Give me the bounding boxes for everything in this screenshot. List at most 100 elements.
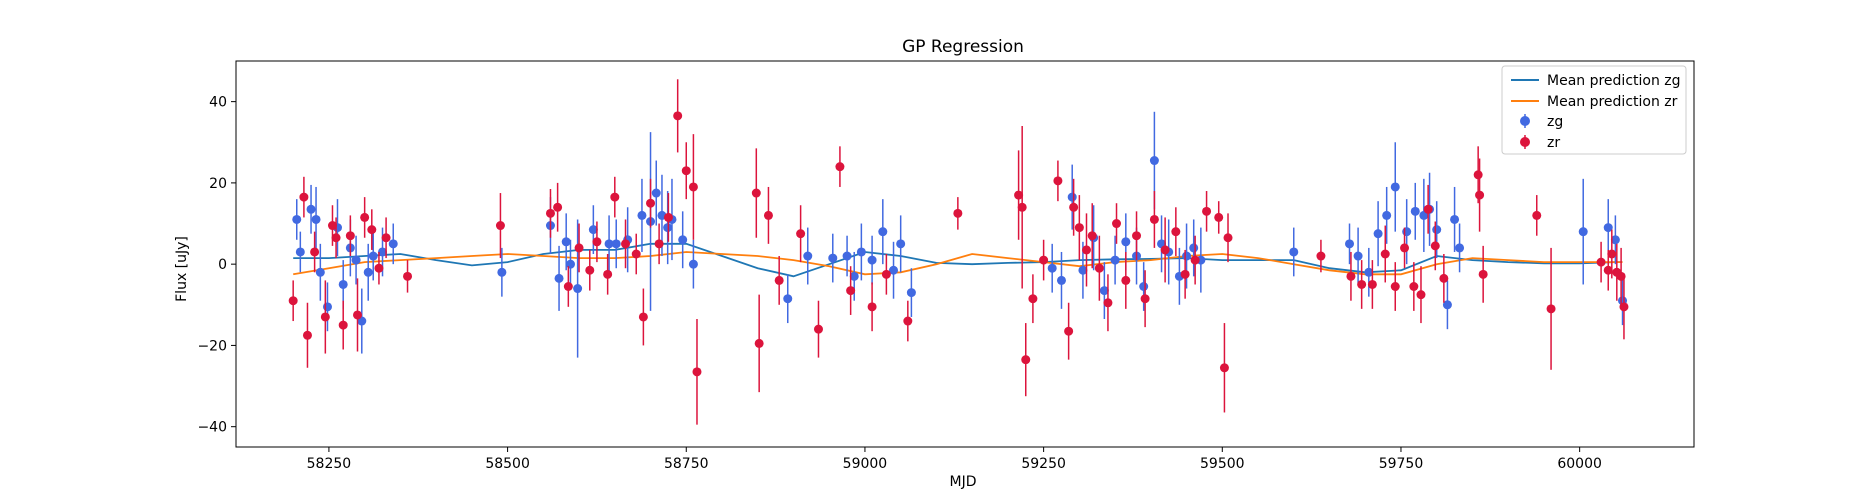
mean-line-zr (293, 251, 1623, 276)
zr-point (345, 215, 355, 257)
zr-point-marker (1390, 282, 1400, 292)
zr-point (774, 256, 784, 305)
zg-point (292, 199, 302, 240)
axes: 58250 58500 58750 59000 59250 59500 59750 60000… (197, 60, 1695, 472)
zr-point-marker (796, 229, 806, 239)
zr-point-marker (374, 263, 384, 273)
zr-point (754, 294, 764, 393)
zg-point-marker (1289, 247, 1299, 257)
zg-point (889, 241, 899, 299)
zr-point-marker (1430, 241, 1440, 251)
zr-point-marker (331, 233, 341, 243)
zg-point-marker (783, 294, 793, 304)
y-tick-label: 20 (209, 176, 227, 192)
zr-point-marker (1607, 249, 1617, 259)
zr-point (403, 260, 413, 293)
zg-point-marker (849, 271, 859, 281)
zg-point-marker (338, 279, 348, 289)
zr-point-marker (574, 243, 584, 253)
zg-point-marker (1390, 182, 1400, 192)
zg-point (311, 186, 321, 252)
zr-point (1069, 178, 1079, 236)
zr-point-marker (1409, 282, 1419, 292)
zr-point (367, 209, 377, 250)
zg-point-marker (651, 188, 661, 198)
y-tick-label: 0 (218, 257, 227, 273)
zg-point-marker (1121, 237, 1131, 247)
zg-point-marker (1382, 210, 1392, 220)
zg-point (856, 223, 866, 281)
zr-point (1357, 260, 1367, 309)
zr-point (953, 197, 963, 230)
zr-point (1053, 160, 1063, 202)
zr-point (1074, 195, 1084, 261)
zr-point-marker (1180, 269, 1190, 279)
zr-point-marker (327, 221, 337, 231)
zg-point-marker (867, 255, 877, 265)
zg-point-marker (637, 210, 647, 220)
legend: Mean prediction zg Mean prediction zr zg… (1501, 65, 1687, 155)
zr-point (1140, 270, 1150, 328)
zg-point (565, 239, 575, 289)
zr-point (1380, 225, 1390, 283)
zg-point-marker (588, 225, 598, 235)
zr-point (1596, 241, 1606, 283)
zg-point (1139, 262, 1149, 311)
zg-point (368, 231, 378, 281)
zg-point-marker (828, 253, 838, 263)
zg-point (351, 235, 361, 285)
zr-point (574, 223, 584, 273)
zr-point (302, 302, 312, 368)
zr-point-marker (638, 312, 648, 322)
zr-point-marker (1171, 227, 1181, 237)
legend-swatch-zr-dot (1520, 137, 1530, 147)
zg-point (1603, 199, 1613, 257)
zg-point (896, 215, 906, 273)
zr-point (681, 142, 691, 200)
zr-point (867, 282, 877, 332)
zr-point (585, 249, 595, 291)
zr-point (563, 266, 573, 307)
zr-point (763, 186, 773, 244)
zr-point-marker (495, 221, 505, 231)
zg-point (1364, 247, 1374, 297)
zr-point-marker (1546, 304, 1556, 314)
zr-point-marker (846, 286, 856, 296)
zr-point-marker (1132, 231, 1142, 241)
zr-point (610, 176, 620, 218)
zg-point (1373, 201, 1383, 267)
zg-point (588, 205, 598, 254)
zr-point (1316, 239, 1326, 273)
zr-point (1430, 221, 1440, 271)
zg-point (611, 219, 621, 269)
zr-point (374, 251, 384, 285)
zr-point (1190, 235, 1200, 285)
zr-point-marker (1439, 273, 1449, 283)
zg-point-marker (1610, 235, 1620, 245)
zg-point (1578, 178, 1588, 285)
zr-point (353, 278, 362, 352)
zg-point-marker (497, 267, 507, 277)
zg-point-marker (1099, 286, 1109, 296)
zr-point (331, 217, 341, 259)
zr-point-marker (881, 269, 891, 279)
legend-frame (1501, 65, 1687, 155)
legend-label-zr-mean: Mean prediction zr (1547, 94, 1678, 110)
zr-point-marker (1039, 255, 1049, 265)
zr-point (1094, 235, 1104, 301)
zg-point (357, 288, 367, 354)
zr-point-marker (1367, 279, 1377, 289)
zg-point (1442, 280, 1452, 330)
zr-point (1021, 323, 1031, 397)
legend-label-zg: zg (1547, 114, 1563, 130)
zr-point-marker (592, 237, 602, 247)
zg-point (1410, 182, 1420, 240)
zr-point (1416, 266, 1426, 324)
zg-point (604, 215, 614, 273)
zg-point-marker (322, 302, 332, 312)
zg-point (688, 239, 698, 289)
zg-point (637, 178, 647, 252)
zr-point (592, 221, 602, 263)
zr-point-marker (673, 111, 683, 121)
zr-point (288, 280, 298, 322)
